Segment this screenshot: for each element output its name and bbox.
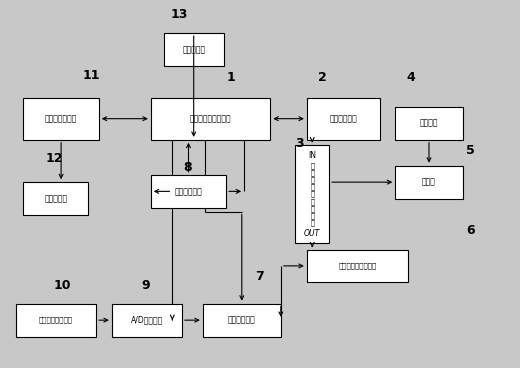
Bar [112, 304, 182, 337]
Text: 11: 11 [82, 69, 100, 82]
Text: 2: 2 [318, 71, 327, 84]
Text: 5: 5 [466, 144, 475, 158]
Text: 固
态
继
电
器
被
测
器
件: 固 态 继 电 器 被 测 器 件 [310, 162, 314, 226]
Text: OUT: OUT [304, 230, 320, 238]
Text: 8: 8 [183, 161, 191, 174]
Text: 工业控制计算机: 工业控制计算机 [45, 114, 77, 123]
Text: 外部数据存储电路: 外部数据存储电路 [39, 317, 73, 323]
Text: 6: 6 [466, 223, 475, 237]
Bar [23, 182, 88, 215]
Text: 信息显示器: 信息显示器 [44, 194, 68, 203]
Bar [395, 166, 463, 199]
Bar [151, 98, 270, 140]
Text: 负载电源: 负载电源 [420, 119, 438, 128]
Text: 10: 10 [54, 279, 71, 292]
Bar [307, 98, 380, 140]
Text: 电平驱动电路: 电平驱动电路 [175, 187, 202, 196]
Bar [295, 145, 329, 243]
Text: 模拟参考器: 模拟参考器 [182, 45, 205, 54]
Text: 触点状态指示灯电路: 触点状态指示灯电路 [339, 263, 376, 269]
Text: 9: 9 [141, 279, 150, 292]
Text: 7: 7 [256, 269, 264, 283]
Bar [395, 107, 463, 140]
Text: 1: 1 [227, 71, 236, 84]
Bar [307, 250, 408, 282]
Bar [203, 304, 281, 337]
Text: A/D采样电路: A/D采样电路 [131, 316, 163, 325]
Text: 放大输出电路: 放大输出电路 [329, 114, 357, 123]
Bar [23, 98, 99, 140]
Bar [164, 33, 224, 66]
Text: 采样分压电路: 采样分压电路 [228, 316, 256, 325]
Text: 13: 13 [171, 8, 188, 21]
Text: 4: 4 [407, 71, 415, 84]
Text: 被检可编程电源一一: 被检可编程电源一一 [190, 114, 231, 123]
Bar [16, 304, 96, 337]
Text: 3: 3 [295, 137, 303, 150]
Text: 负载组: 负载组 [422, 178, 436, 187]
Text: 12: 12 [46, 152, 63, 165]
Bar [151, 175, 226, 208]
Text: IN: IN [308, 151, 316, 160]
